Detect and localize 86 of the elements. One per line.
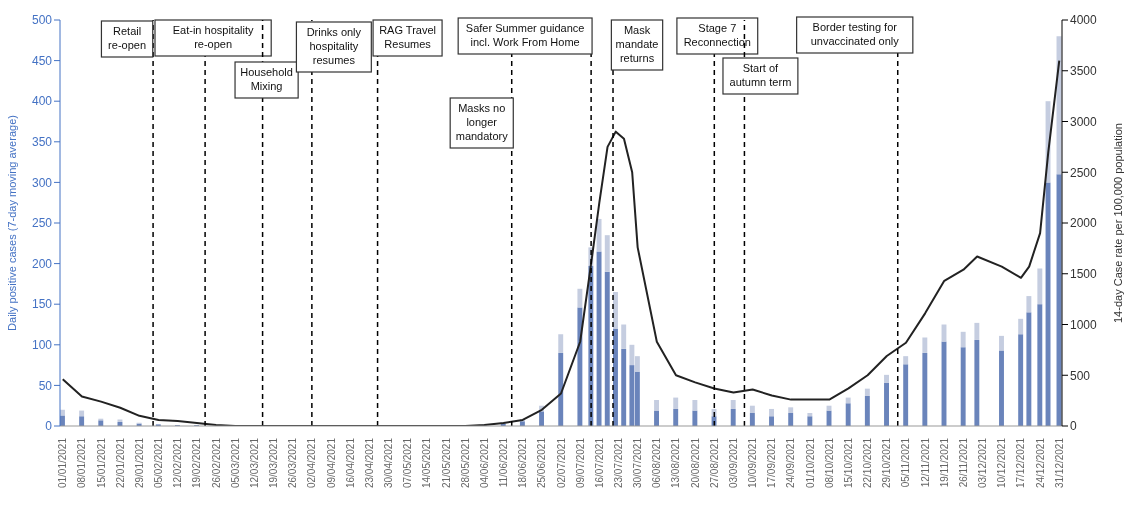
x-tick-label: 03/12/2021: [977, 437, 989, 489]
y2-tick-label: 2500: [1070, 165, 1098, 180]
y-tick-label: 500: [31, 13, 53, 28]
x-tick-label: 16/04/2021: [344, 437, 356, 489]
x-tick-label: 24/12/2021: [1034, 437, 1046, 489]
y-tick-label: 450: [31, 53, 53, 68]
y2-axis-title: 14-day Case rate per 100,000 population: [1111, 123, 1124, 323]
x-tick-label: 16/07/2021: [593, 437, 605, 489]
x-tick-label: 01/10/2021: [804, 437, 816, 489]
x-tick-label: 29/01/2021: [133, 437, 145, 489]
x-tick-label: 23/04/2021: [363, 437, 375, 489]
x-tick-label: 04/06/2021: [478, 437, 490, 489]
y2-tick-label: 1500: [1070, 267, 1098, 282]
x-tick-label: 15/01/2021: [95, 437, 107, 489]
y2-tick-label: 0: [1070, 419, 1077, 434]
x-tick-label: 27/08/2021: [708, 437, 720, 489]
x-tick-label: 07/05/2021: [402, 437, 414, 489]
x-tick-label: 21/05/2021: [440, 437, 452, 489]
y2-tick-label: 2000: [1070, 216, 1098, 231]
x-tick-label: 15/10/2021: [842, 437, 854, 489]
x-tick-label: 18/06/2021: [517, 437, 529, 489]
x-tick-label: 14/05/2021: [421, 437, 433, 489]
y2-tick-label: 4000: [1070, 13, 1098, 28]
y-tick-label: 300: [31, 175, 53, 190]
x-tick-label: 19/02/2021: [191, 437, 203, 489]
x-tick-label: 12/11/2021: [919, 437, 931, 488]
x-tick-label: 09/04/2021: [325, 437, 337, 489]
ref-line-label: Eat-in hospitality re-open: [172, 24, 254, 50]
ref-line-label: Border testing for unvaccinated only: [810, 21, 900, 47]
y2-tick-label: 1000: [1070, 317, 1098, 332]
x-tick-label: 09/07/2021: [574, 437, 586, 489]
x-tick-label: 12/03/2021: [248, 437, 260, 489]
x-tick-label: 13/08/2021: [670, 437, 682, 489]
x-tick-label: 20/08/2021: [689, 437, 701, 489]
x-tick-label: 22/10/2021: [862, 437, 874, 489]
x-tick-label: 25/06/2021: [536, 437, 548, 489]
ref-line-label: Household Mixing: [240, 66, 293, 92]
x-tick-label: 11/06/2021: [498, 437, 510, 488]
x-tick-label: 02/07/2021: [555, 437, 567, 489]
x-tick-label: 08/10/2021: [823, 437, 835, 489]
x-tick-label: 30/04/2021: [383, 437, 395, 489]
y2-tick-label: 3500: [1070, 64, 1098, 79]
ref-line-label: Stage 7 Reconnection: [683, 22, 751, 48]
x-tick-label: 31/12/2021: [1053, 437, 1065, 489]
x-tick-label: 23/07/2021: [612, 437, 624, 489]
y-axis-title: Daily positive cases (7-day moving average): [5, 115, 18, 331]
x-tick-label: 05/03/2021: [229, 437, 241, 489]
ref-line-label: Drinks only hospitality resumes: [306, 26, 362, 66]
x-tick-label: 02/04/2021: [306, 437, 318, 489]
ref-line-label: Masks no longer mandatory: [455, 102, 509, 142]
x-tick-label: 10/12/2021: [996, 437, 1008, 489]
ref-line-label: Safer Summer guidance incl. Work From Home: [465, 22, 585, 48]
x-tick-label: 28/05/2021: [459, 437, 471, 489]
x-tick-label: 29/10/2021: [881, 437, 893, 489]
x-tick-label: 22/01/2021: [114, 437, 126, 489]
x-tick-label: 01/01/2021: [57, 437, 69, 489]
x-tick-label: 17/12/2021: [1015, 437, 1027, 489]
x-tick-label: 26/03/2021: [287, 437, 299, 489]
x-tick-label: 08/01/2021: [76, 437, 88, 489]
x-tick-label: 30/07/2021: [632, 437, 644, 489]
y-tick-label: 100: [31, 338, 53, 353]
ref-line-label: Retail re-open: [108, 25, 147, 51]
x-tick-label: 26/02/2021: [210, 437, 222, 489]
ref-line-label: RAG Travel Resumes: [379, 24, 436, 50]
x-tick-label: 06/08/2021: [651, 437, 663, 489]
y-tick-label: 400: [31, 94, 53, 109]
x-tick-label: 17/09/2021: [766, 437, 778, 489]
x-tick-label: 03/09/2021: [727, 437, 739, 489]
x-tick-label: 05/11/2021: [900, 437, 912, 488]
y-tick-label: 50: [38, 378, 53, 393]
x-tick-label: 19/11/2021: [938, 437, 950, 488]
y2-tick-label: 3000: [1070, 114, 1098, 129]
y-tick-label: 150: [31, 297, 53, 312]
x-tick-label: 19/03/2021: [268, 437, 280, 489]
x-tick-label: 24/09/2021: [785, 437, 797, 489]
y2-tick-label: 500: [1070, 368, 1091, 383]
y-tick-label: 250: [31, 216, 53, 231]
x-tick-label: 10/09/2021: [747, 437, 759, 489]
y-tick-label: 350: [31, 135, 53, 150]
y-tick-label: 200: [31, 256, 53, 271]
ref-line-label: Mask mandate returns: [615, 24, 659, 64]
x-tick-label: 05/02/2021: [153, 437, 165, 489]
ref-line-label: Start of autumn term: [729, 62, 792, 88]
x-tick-label: 26/11/2021: [957, 437, 969, 488]
y-tick-label: 0: [45, 419, 53, 434]
x-tick-label: 12/02/2021: [172, 437, 184, 489]
